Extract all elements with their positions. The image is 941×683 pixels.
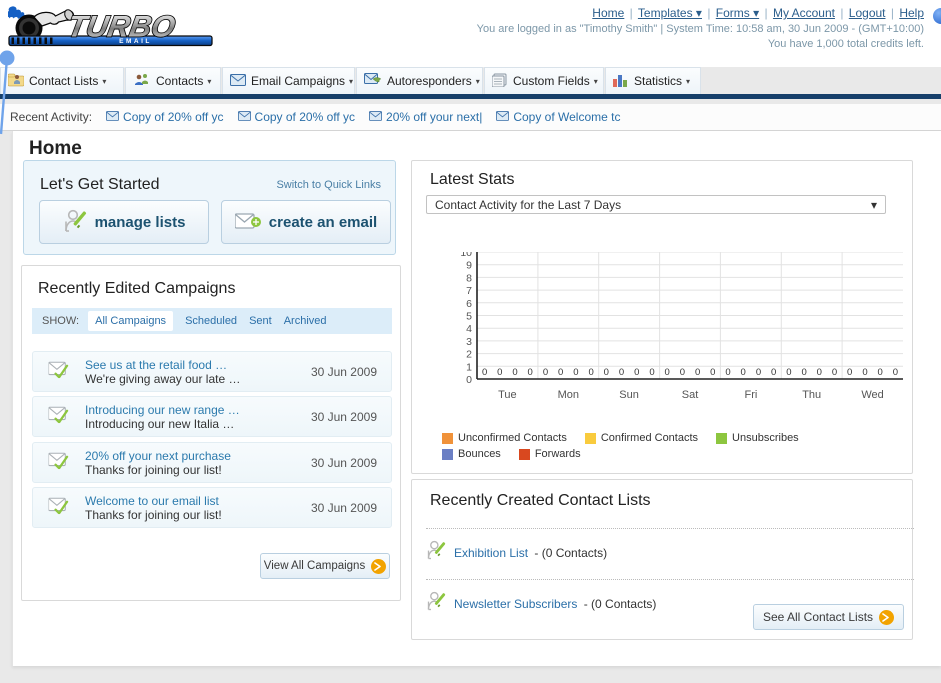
svg-text:0: 0: [786, 367, 791, 378]
svg-text:10: 10: [460, 252, 472, 259]
svg-text:Tue: Tue: [498, 389, 517, 401]
svg-text:0: 0: [649, 367, 654, 378]
svg-text:0: 0: [558, 367, 563, 378]
svg-text:0: 0: [695, 367, 700, 378]
svg-text:Wed: Wed: [861, 389, 883, 401]
svg-text:0: 0: [817, 367, 822, 378]
svg-text:Mon: Mon: [558, 389, 579, 401]
svg-text:0: 0: [604, 367, 609, 378]
svg-text:0: 0: [893, 367, 898, 378]
svg-text:6: 6: [466, 298, 472, 310]
svg-text:0: 0: [832, 367, 837, 378]
svg-text:2: 2: [466, 349, 472, 361]
svg-text:0: 0: [725, 367, 730, 378]
svg-text:0: 0: [710, 367, 715, 378]
svg-text:9: 9: [466, 260, 472, 272]
svg-text:3: 3: [466, 336, 472, 348]
svg-text:0: 0: [847, 367, 852, 378]
svg-text:0: 0: [588, 367, 593, 378]
svg-text:0: 0: [741, 367, 746, 378]
svg-text:0: 0: [619, 367, 624, 378]
svg-text:0: 0: [528, 367, 533, 378]
svg-text:0: 0: [665, 367, 670, 378]
svg-text:0: 0: [680, 367, 685, 378]
svg-text:0: 0: [756, 367, 761, 378]
svg-text:7: 7: [466, 285, 472, 297]
svg-text:1: 1: [466, 361, 472, 373]
svg-text:TURBO: TURBO: [65, 11, 177, 44]
svg-text:0: 0: [771, 367, 776, 378]
svg-text:0: 0: [543, 367, 548, 378]
svg-text:0: 0: [512, 367, 517, 378]
svg-text:4: 4: [466, 323, 472, 335]
svg-text:0: 0: [801, 367, 806, 378]
svg-text:0: 0: [878, 367, 883, 378]
svg-text:8: 8: [466, 272, 472, 284]
svg-text:Fri: Fri: [744, 389, 757, 401]
svg-text:Sun: Sun: [619, 389, 639, 401]
svg-text:5: 5: [466, 311, 472, 323]
svg-text:0: 0: [497, 367, 502, 378]
svg-text:0: 0: [862, 367, 867, 378]
svg-text:0: 0: [482, 367, 487, 378]
svg-text:0: 0: [466, 374, 472, 386]
svg-text:Thu: Thu: [802, 389, 821, 401]
svg-text:Sat: Sat: [682, 389, 699, 401]
svg-text:0: 0: [573, 367, 578, 378]
svg-text:0: 0: [634, 367, 639, 378]
